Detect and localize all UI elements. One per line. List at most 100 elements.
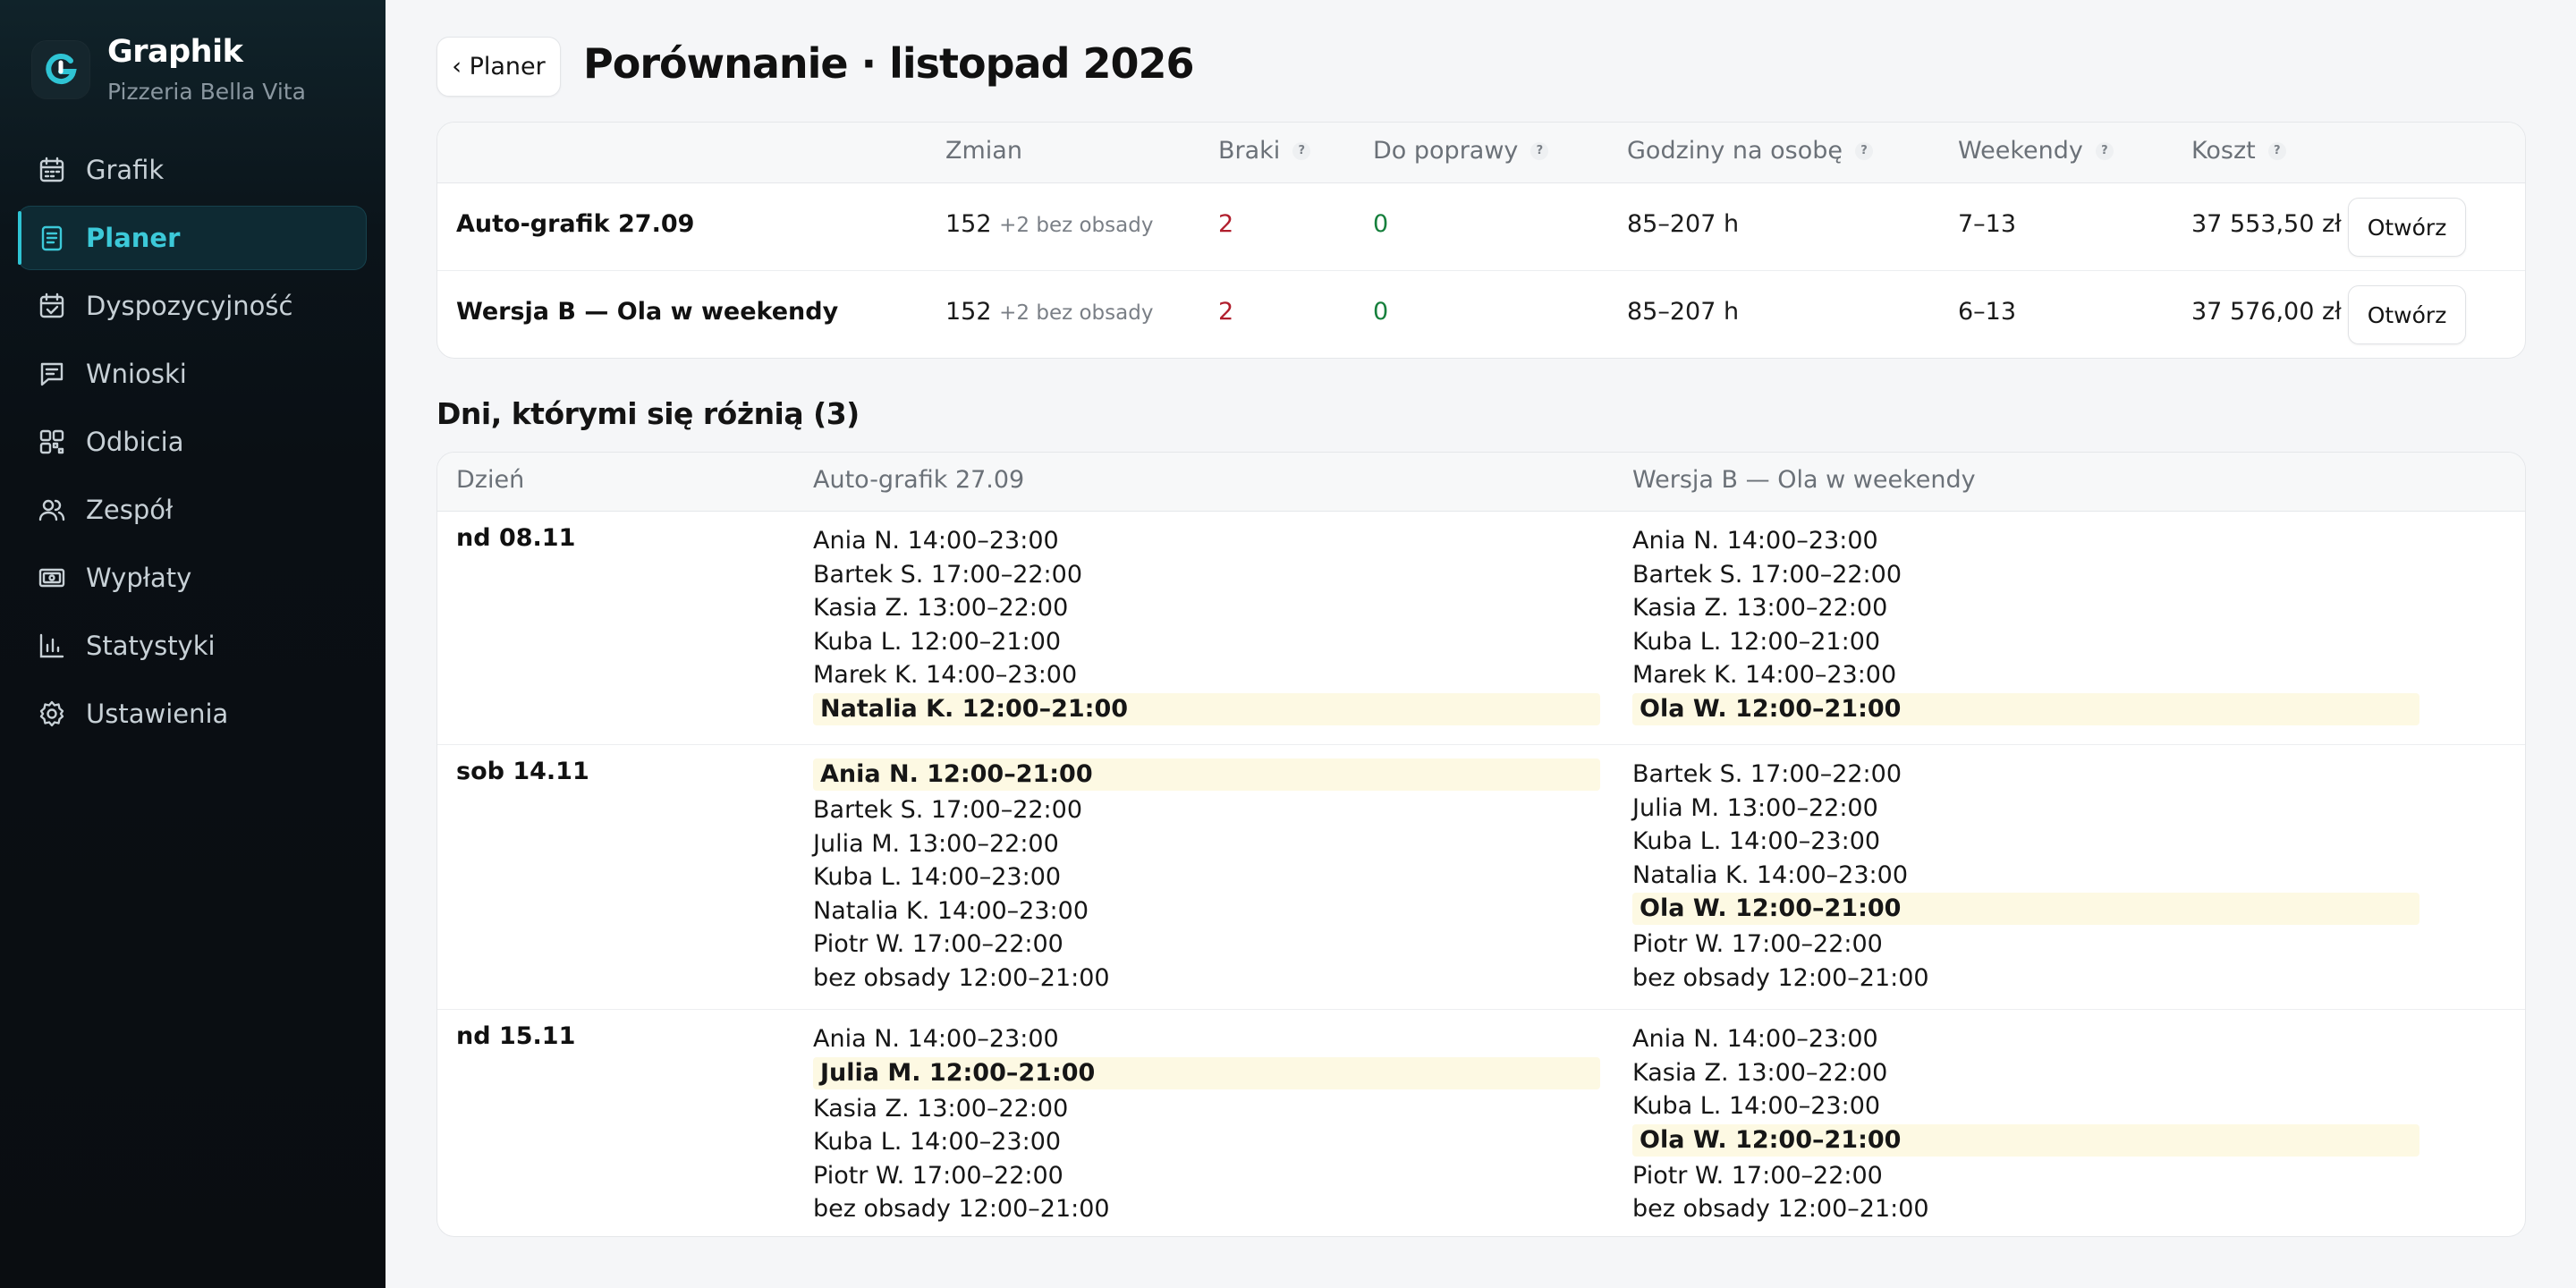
sidebar-item-wnioski[interactable]: Wnioski (18, 342, 367, 406)
sidebar-item-label: Wnioski (86, 359, 187, 389)
help-icon[interactable]: ? (2095, 141, 2114, 160)
calendar-check-icon (38, 292, 66, 320)
shift-entry: Ania N. 14:00–23:00 (1632, 1025, 1878, 1053)
sidebar-item-planer[interactable]: Planer (18, 206, 367, 270)
column-header-label: Weekendy (1958, 137, 2083, 165)
page-title: Porównanie · listopad 2026 (583, 39, 1195, 88)
main-content: ‹ Planer Porównanie · listopad 2026 Zmia… (386, 0, 2576, 1288)
hours-value: 85–207 h (1627, 298, 1740, 326)
sidebar-item-odbicia[interactable]: Odbicia (18, 410, 367, 474)
column-header-label: Braki (1218, 137, 1281, 165)
shift-entry: Piotr W. 17:00–22:00 (1632, 930, 1883, 958)
shift-entry: Bartek S. 17:00–22:00 (1632, 760, 1902, 788)
shifts-value: 152 (945, 210, 992, 238)
shift-entry: Natalia K. 14:00–23:00 (813, 896, 1089, 925)
column-header-label: Zmian (945, 137, 1022, 165)
help-icon[interactable]: ? (1530, 141, 1549, 160)
open-variant-button[interactable]: Otwórz (2348, 285, 2466, 344)
column-header-shifts: Zmian (945, 137, 1022, 165)
variant-a-shifts: Ania N. 14:00–23:00 Julia M. 12:00–21:00 K… (813, 1022, 1600, 1226)
column-header-label: Koszt (2191, 137, 2256, 165)
sidebar-item-wyplaty[interactable]: Wypłaty (18, 546, 367, 610)
column-header-variant-a: Auto-grafik 27.09 (813, 466, 1025, 494)
shift-entry: Kuba L. 14:00–23:00 (1632, 827, 1881, 855)
help-icon[interactable]: ? (1855, 141, 1874, 160)
sidebar-item-label: Odbicia (86, 427, 184, 457)
shift-entry: bez obsady 12:00–21:00 (1632, 1195, 1929, 1223)
brand-name: Graphik (107, 34, 243, 70)
shift-entry: Kuba L. 12:00–21:00 (1632, 627, 1881, 656)
sidebar-item-ustawienia[interactable]: Ustawienia (18, 682, 367, 746)
sidebar-item-label: Planer (86, 223, 181, 253)
shifts-extra: +2 bez obsady (999, 214, 1154, 237)
table-header: Dzień Auto-grafik 27.09 Wersja B — Ola w… (437, 453, 2525, 512)
sidebar-item-label: Wypłaty (86, 563, 192, 593)
shift-entry: Kasia Z. 13:00–22:00 (1632, 594, 1888, 622)
shift-entry-changed: Natalia K. 12:00–21:00 (813, 692, 1600, 725)
message-icon (38, 360, 66, 388)
clipboard-icon (38, 224, 66, 252)
to-fix-value: 0 (1373, 210, 1389, 238)
sidebar-item-statystyki[interactable]: Statystyki (18, 614, 367, 678)
shift-entry: Kasia Z. 13:00–22:00 (813, 594, 1069, 622)
open-variant-button[interactable]: Otwórz (2348, 198, 2466, 257)
help-icon[interactable]: ? (2267, 141, 2286, 160)
shift-entry: Bartek S. 17:00–22:00 (813, 796, 1083, 824)
shift-entry: Ania N. 14:00–23:00 (1632, 527, 1878, 555)
qr-icon (38, 428, 66, 456)
bar-chart-icon (38, 631, 66, 660)
shift-entry: Bartek S. 17:00–22:00 (1632, 560, 1902, 589)
back-to-planer-button[interactable]: ‹ Planer (436, 37, 561, 97)
diff-row: nd 15.11 Ania N. 14:00–23:00 Julia M. 12:… (437, 1009, 2525, 1236)
weekends-value: 6–13 (1958, 298, 2017, 326)
shift-entry: Bartek S. 17:00–22:00 (813, 560, 1083, 589)
sidebar-item-label: Dyspozycyjność (86, 291, 293, 321)
banknote-icon (38, 564, 66, 592)
to-fix-value: 0 (1373, 298, 1389, 326)
shift-entry: Kuba L. 14:00–23:00 (813, 1128, 1062, 1156)
column-header-cost: Koszt? (2191, 137, 2286, 165)
sidebar: Graphik Pizzeria Bella Vita Grafik Plane… (0, 0, 386, 1288)
variant-name: Auto-grafik 27.09 (456, 210, 695, 238)
shift-entry: Natalia K. 14:00–23:00 (1632, 860, 1908, 889)
variant-a-shifts: Ania N. 14:00–23:00 Bartek S. 17:00–22:00… (813, 524, 1600, 728)
column-header-label: Godziny na osobę (1627, 137, 1843, 165)
shift-entry: Kasia Z. 13:00–22:00 (1632, 1058, 1888, 1087)
shift-entry: Marek K. 14:00–23:00 (813, 661, 1078, 689)
shifts-count: 152 +2 bez obsady (945, 298, 1153, 326)
shift-entry-changed: Ania N. 12:00–21:00 (813, 758, 1600, 791)
diff-section-title: Dni, którymi się różnią (3) (436, 396, 860, 431)
shift-entry: bez obsady 12:00–21:00 (813, 1195, 1110, 1223)
variant-b-shifts: Ania N. 14:00–23:00 Kasia Z. 13:00–22:00 K… (1632, 1022, 2419, 1226)
sidebar-item-dyspozycyjnosc[interactable]: Dyspozycyjność (18, 274, 367, 338)
sidebar-item-zespol[interactable]: Zespół (18, 478, 367, 542)
brand-subtitle: Pizzeria Bella Vita (107, 79, 306, 105)
column-header-gaps: Braki? (1218, 137, 1311, 165)
shift-entry: Kasia Z. 13:00–22:00 (813, 1094, 1069, 1123)
shift-entry-changed: Julia M. 12:00–21:00 (813, 1056, 1600, 1089)
shifts-count: 152 +2 bez obsady (945, 210, 1153, 238)
shift-entry-changed: Ola W. 12:00–21:00 (1632, 692, 2419, 725)
shift-entry-changed: Ola W. 12:00–21:00 (1632, 893, 2419, 925)
shift-entry: Marek K. 14:00–23:00 (1632, 661, 1897, 689)
shift-entry: Ania N. 14:00–23:00 (813, 527, 1059, 555)
sidebar-item-label: Grafik (86, 155, 165, 185)
shift-entry: Kuba L. 12:00–21:00 (813, 627, 1062, 656)
shift-entry: Piotr W. 17:00–22:00 (813, 1161, 1063, 1190)
weekends-value: 7–13 (1958, 210, 2017, 238)
shift-entry: Ania N. 14:00–23:00 (813, 1025, 1059, 1053)
shift-entry: Piotr W. 17:00–22:00 (1632, 1161, 1883, 1190)
variant-name: Wersja B — Ola w weekendy (456, 298, 839, 326)
users-icon (38, 496, 66, 524)
shift-entry: bez obsady 12:00–21:00 (1632, 963, 1929, 992)
column-header-weekends: Weekendy? (1958, 137, 2114, 165)
sidebar-item-label: Ustawienia (86, 699, 229, 729)
day-label: sob 14.11 (456, 758, 589, 785)
shift-entry: Piotr W. 17:00–22:00 (813, 930, 1063, 958)
help-icon[interactable]: ? (1292, 141, 1311, 160)
variant-b-shifts: Ania N. 14:00–23:00 Bartek S. 17:00–22:00… (1632, 524, 2419, 728)
column-header-variant-b: Wersja B — Ola w weekendy (1632, 466, 1976, 494)
variant-a-shifts: Ania N. 12:00–21:00 Bartek S. 17:00–22:00… (813, 758, 1600, 995)
sidebar-item-grafik[interactable]: Grafik (18, 138, 367, 202)
diff-row: sob 14.11 Ania N. 12:00–21:00 Bartek S. 1… (437, 744, 2525, 1009)
